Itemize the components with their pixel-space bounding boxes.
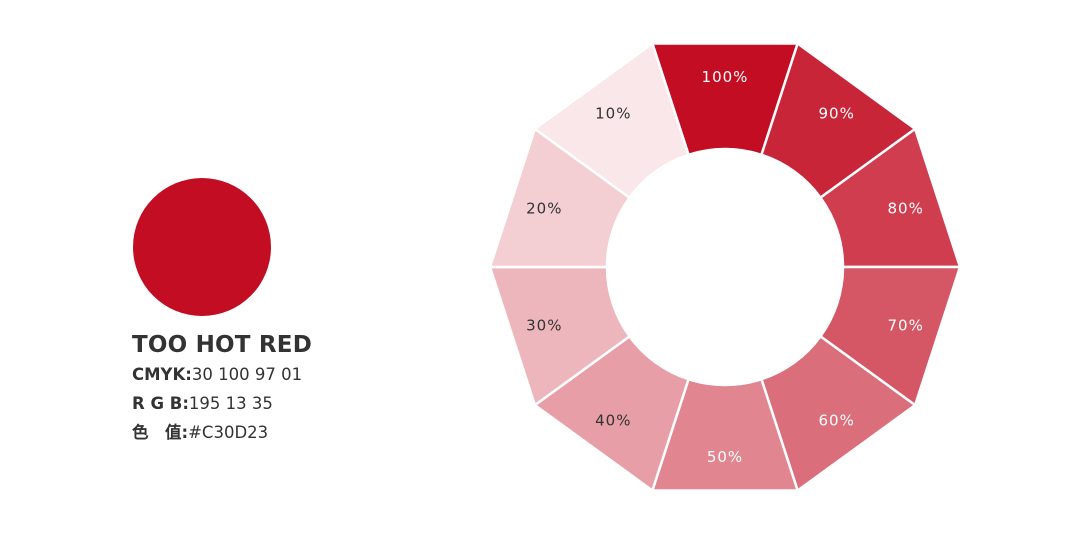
hex-value: #C30D23 (188, 423, 269, 442)
tint-segment-10 (533, 42, 690, 199)
hex-label: 色 值: (132, 423, 189, 442)
tint-label-50: 50% (707, 448, 743, 466)
cmyk-value: 30 100 97 01 (191, 365, 303, 384)
rgb-row: R G B:195 13 35 (132, 389, 312, 418)
color-info-panel: TOO HOT RED CMYK:30 100 97 01 R G B:195 … (132, 330, 312, 447)
cmyk-label: CMYK: (132, 365, 192, 384)
color-swatch-circle (133, 178, 271, 316)
rgb-value: 195 13 35 (188, 394, 273, 413)
cmyk-row: CMYK:30 100 97 01 (132, 360, 312, 389)
tint-label-10: 10% (595, 104, 631, 122)
tint-label-70: 70% (888, 317, 924, 335)
tint-label-80: 80% (888, 199, 924, 217)
tint-label-100: 100% (702, 68, 749, 86)
tint-label-40: 40% (595, 412, 631, 430)
color-name: TOO HOT RED (132, 332, 313, 358)
tint-label-30: 30% (526, 317, 562, 335)
tint-label-60: 60% (819, 412, 855, 430)
rgb-label: R G B: (132, 394, 189, 413)
tint-label-90: 90% (819, 104, 855, 122)
tint-label-20: 20% (526, 199, 562, 217)
hex-row: 色 值:#C30D23 (132, 418, 312, 447)
tint-wheel: 100% 90% 80% 70% 60% 50% 40% 30% 20% 10% (490, 42, 960, 492)
